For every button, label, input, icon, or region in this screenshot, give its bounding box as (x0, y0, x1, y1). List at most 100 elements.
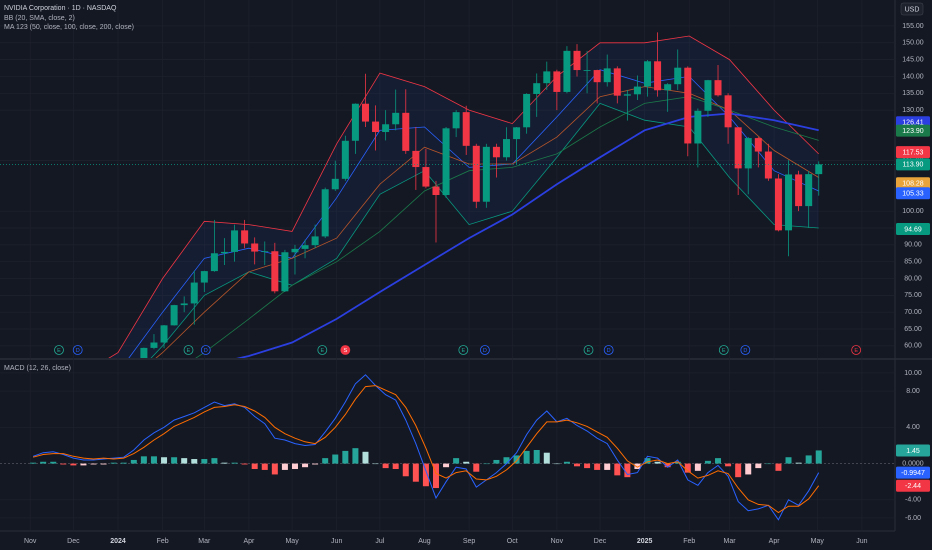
price-badge-label: 1.45 (906, 448, 920, 455)
event-marker (480, 345, 490, 355)
histogram-bar (775, 463, 782, 471)
histogram-bar (443, 463, 450, 468)
candle-body (210, 253, 218, 272)
candle-body (422, 167, 430, 187)
histogram-bar (574, 463, 581, 467)
event-label: D (483, 348, 487, 354)
histogram-bar (493, 459, 500, 464)
histogram-bar (453, 458, 460, 464)
candle-body (382, 124, 390, 133)
x-tick-label: Feb (157, 538, 169, 545)
x-tick-label: Jun (856, 538, 867, 545)
y-tick-label: 145.00 (902, 56, 924, 63)
candle-body (795, 174, 803, 207)
histogram-bar (664, 463, 671, 468)
price-badge (896, 177, 930, 190)
histogram-bar (694, 463, 701, 471)
candle-body (613, 68, 621, 96)
candle-body (472, 145, 480, 202)
candle-body (482, 146, 490, 202)
x-tick-label: Nov (24, 538, 37, 545)
price-badge-label: 105.33 (902, 191, 924, 198)
candle-body (714, 80, 722, 96)
histogram-bar (231, 462, 238, 464)
histogram-bar (513, 455, 520, 464)
x-tick-label: Mar (198, 538, 211, 545)
candle-body (402, 112, 410, 151)
macd-line (32, 374, 820, 521)
currency-box (900, 2, 924, 16)
histogram-bar (533, 449, 540, 464)
x-tick-label: Jul (375, 538, 384, 545)
price-badge (896, 146, 930, 159)
candle-body (583, 70, 591, 71)
candle-body (281, 252, 289, 292)
y-tick-label: 70.00 (904, 309, 922, 316)
y-tick-label: 80.00 (904, 275, 922, 282)
histogram-bar (70, 463, 77, 466)
candle-body (311, 236, 319, 246)
histogram-bar (473, 463, 480, 472)
candle-body (351, 103, 359, 141)
event-label: E (320, 348, 324, 354)
candle-body (442, 128, 450, 195)
event-label: D (607, 348, 611, 354)
event-marker (200, 345, 211, 355)
candle-body (251, 243, 259, 252)
event-label: E (57, 348, 61, 354)
histogram-bar (543, 452, 550, 464)
candle-body (684, 67, 692, 144)
axes: 155.00150.00145.00140.00135.00130.00115.… (24, 23, 930, 545)
histogram-bar (805, 455, 812, 464)
price-badge-label: -0.9947 (901, 470, 925, 477)
candle-body (764, 151, 772, 179)
price-badge (896, 223, 930, 236)
candle-body (160, 325, 168, 343)
candle-body (644, 61, 652, 87)
candle-body (553, 71, 561, 92)
histogram-bar (161, 457, 168, 464)
histogram-bar (584, 463, 591, 469)
y-tick-label: 75.00 (904, 292, 922, 299)
histogram-bar (171, 457, 178, 464)
event-label: E (461, 348, 465, 354)
histogram-bar (150, 456, 157, 464)
y-tick-label: 155.00 (902, 23, 924, 30)
event-marker (183, 345, 194, 355)
event-label: D (76, 348, 80, 354)
histogram-bar (604, 463, 611, 470)
histogram-bar (755, 463, 762, 469)
x-tick-label: Feb (683, 538, 695, 545)
candle-body (704, 80, 712, 111)
histogram-bar (563, 461, 570, 464)
histogram-bar (765, 463, 772, 465)
y-tick-label: 85.00 (904, 259, 922, 266)
histogram-bar (745, 463, 752, 475)
histogram-bar (704, 460, 711, 464)
candle-body (241, 230, 249, 244)
x-tick-label: 2024 (110, 538, 126, 545)
histogram-bar (191, 459, 198, 464)
candle-body (341, 140, 349, 179)
y-tick-label: 135.00 (902, 90, 924, 97)
x-tick-label: May (285, 538, 299, 545)
y-tick-label: 0.0000 (902, 460, 924, 467)
histogram-bar (211, 458, 218, 464)
macd-pane (30, 374, 822, 521)
indicator-label: BB (20, SMA, close, 2) (4, 15, 75, 22)
indicator-label: MA 123 (50, close, 100, close, 200, clos… (4, 24, 134, 31)
histogram-bar (302, 463, 309, 468)
histogram-bar (503, 457, 510, 464)
candle-body (654, 61, 662, 91)
histogram-bar (795, 462, 802, 464)
x-tick-label: Dec (594, 538, 607, 545)
candle-body (200, 271, 208, 283)
candle-body (754, 138, 762, 152)
histogram-bar (50, 461, 57, 464)
candle-body (603, 68, 611, 83)
candle-body (513, 127, 521, 140)
event-marker (740, 345, 751, 355)
x-tick-label: Jun (331, 538, 342, 545)
candle-body (674, 67, 682, 85)
